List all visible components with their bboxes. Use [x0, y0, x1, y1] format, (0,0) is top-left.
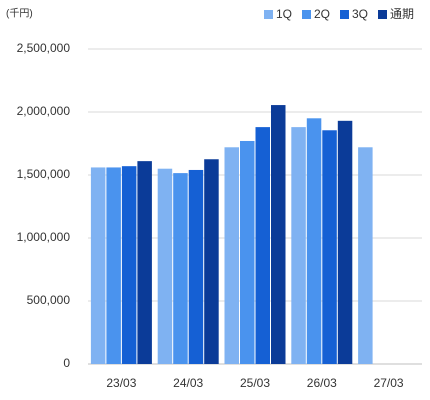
y-tick-label: 2,000,000	[17, 104, 71, 118]
bar	[188, 169, 204, 364]
y-tick-label: 1,500,000	[17, 167, 71, 181]
x-tick-label: 27/03	[374, 376, 404, 390]
bar	[271, 105, 286, 364]
bar	[137, 161, 152, 364]
legend-swatch	[378, 10, 387, 19]
x-tick-label: 23/03	[106, 376, 136, 390]
unit-label: (千円)	[6, 8, 33, 20]
x-tick-label: 25/03	[240, 376, 270, 390]
bar	[322, 130, 337, 364]
legend-label: 2Q	[314, 7, 330, 21]
x-tick-label: 26/03	[307, 376, 337, 390]
bar	[255, 127, 270, 365]
legend-swatch	[340, 10, 349, 19]
bar	[291, 127, 306, 365]
y-tick-label: 0	[63, 356, 70, 370]
bar	[306, 118, 322, 364]
bar	[121, 166, 137, 364]
y-tick-label: 2,500,000	[17, 41, 71, 55]
legend-swatch	[302, 10, 311, 19]
legend-label: 3Q	[352, 7, 368, 21]
bar	[106, 167, 121, 364]
bar	[224, 147, 239, 364]
bar	[90, 167, 106, 364]
legend-label: 1Q	[276, 7, 292, 21]
bar	[358, 147, 373, 364]
bar	[157, 168, 173, 364]
bar	[337, 120, 353, 364]
bar	[173, 173, 188, 364]
bar	[240, 140, 255, 364]
bar	[204, 159, 219, 364]
legend-swatch	[264, 10, 273, 19]
y-tick-label: 500,000	[27, 293, 71, 307]
y-tick-label: 1,000,000	[17, 230, 71, 244]
legend-label: 通期	[390, 7, 414, 21]
x-tick-label: 24/03	[173, 376, 203, 390]
